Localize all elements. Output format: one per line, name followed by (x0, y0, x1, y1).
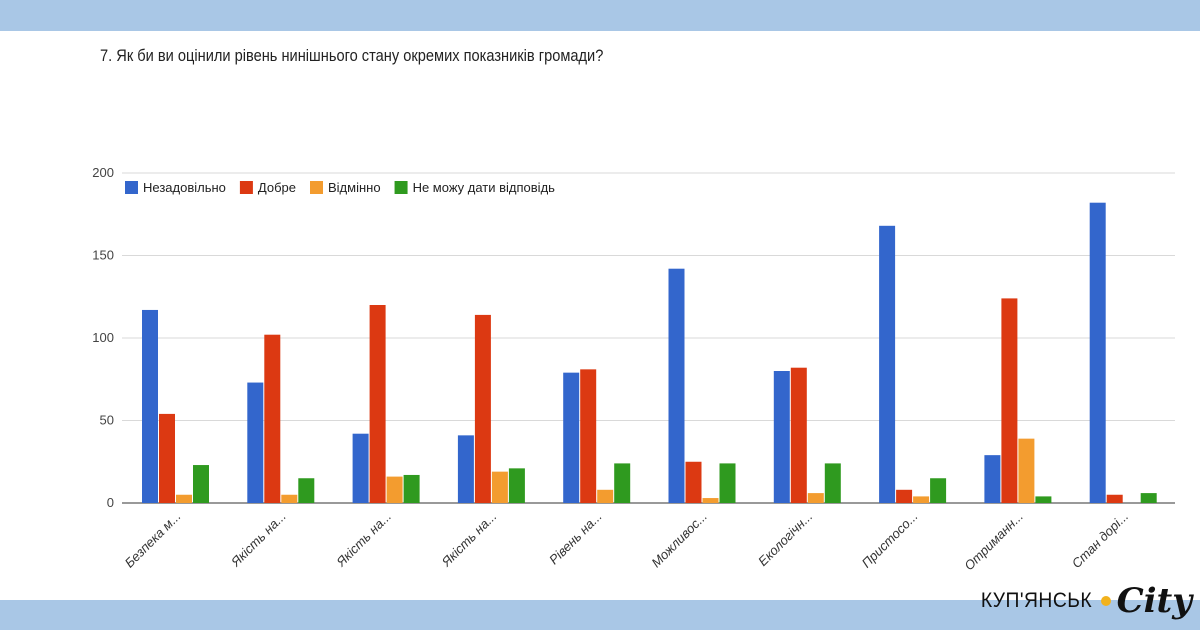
bar-2 (1106, 494, 1123, 503)
bar-1 (352, 433, 369, 503)
chart-title: 7. Як би ви оцінили рівень нинішнього ст… (100, 46, 604, 65)
bar-4 (298, 478, 315, 503)
bar-3 (491, 471, 508, 503)
x-category-label: Отриманн... (961, 509, 1026, 574)
bar-1 (773, 371, 790, 503)
legend-swatch (394, 181, 408, 194)
bar-1 (879, 225, 896, 504)
bottom-band (0, 600, 1200, 630)
bar-3 (281, 494, 298, 503)
bar-2 (1001, 298, 1018, 503)
brand-logo: КУП'ЯНСЬК City (976, 572, 1192, 630)
bar-4 (1035, 496, 1052, 503)
bar-4 (930, 478, 947, 503)
x-category-label: Можливос... (648, 509, 710, 571)
bar-2 (474, 314, 491, 503)
legend-swatch (310, 181, 323, 194)
bar-4 (719, 463, 736, 503)
legend-label: Відмінно (328, 180, 381, 195)
bar-1 (247, 382, 264, 503)
x-category-label: Стан дорі... (1069, 509, 1132, 572)
bar-4 (614, 463, 631, 503)
bar-2 (896, 489, 913, 503)
y-tick-label: 50 (100, 413, 114, 428)
bar-1 (668, 268, 685, 503)
x-category-label: Рівень на... (546, 509, 605, 568)
x-category-label: Якість на... (227, 509, 288, 570)
bar-2 (159, 413, 175, 503)
legend-swatch (125, 181, 138, 194)
bar-1 (142, 309, 158, 503)
bar-1 (1089, 202, 1106, 503)
x-category-label: Екологічн... (755, 509, 815, 569)
y-tick-label: 150 (92, 248, 114, 263)
bar-3 (807, 493, 824, 503)
bar-3 (913, 496, 930, 503)
bar-3 (386, 476, 403, 503)
bar-3 (597, 489, 614, 503)
bar-4 (193, 465, 209, 503)
bar-2 (369, 305, 386, 503)
bar-4 (1140, 493, 1157, 503)
y-tick-label: 0 (107, 495, 114, 510)
brand-dot-icon (1100, 596, 1111, 606)
legend-label: Не можу дати відповідь (413, 180, 556, 195)
x-category-label: Пристосо... (859, 509, 921, 571)
bar-1 (457, 435, 474, 503)
bar-2 (790, 367, 807, 503)
legend-label: Добре (258, 180, 296, 195)
bar-4 (824, 463, 841, 503)
legend-swatch (239, 181, 253, 194)
bar-2 (580, 369, 597, 503)
x-category-label: Якість на... (333, 509, 394, 570)
bar-1 (563, 372, 580, 503)
top-band (0, 0, 1200, 31)
y-tick-label: 100 (92, 330, 114, 345)
bar-2 (264, 334, 281, 503)
bar-3 (1018, 438, 1035, 503)
bar-4 (403, 474, 420, 503)
brand-name: КУП'ЯНСЬК (980, 589, 1092, 612)
bar-1 (984, 455, 1001, 503)
x-category-label: Безпека м... (122, 509, 184, 571)
y-tick-label: 200 (92, 165, 114, 180)
bar-3 (176, 494, 192, 503)
legend-label: Незадовільно (143, 180, 226, 195)
bar-3 (702, 498, 719, 503)
x-category-label: Якість на... (438, 509, 499, 570)
bar-4 (508, 468, 525, 503)
bar-2 (685, 461, 702, 503)
brand-suffix: City (1116, 581, 1192, 621)
